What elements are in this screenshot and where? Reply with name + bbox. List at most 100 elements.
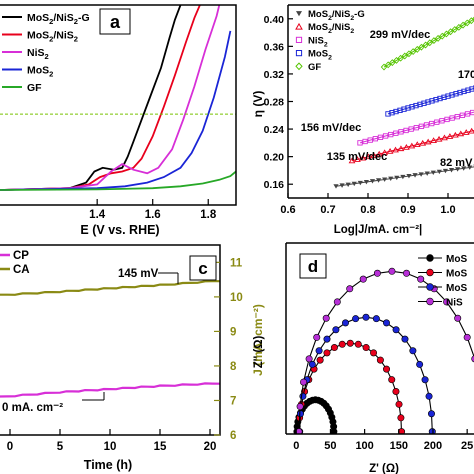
- c-ytick-label-3: 9: [230, 326, 236, 338]
- d-point-2-12: [382, 319, 390, 327]
- b-legend-marker-2: [295, 36, 303, 43]
- a-legend-label-2: NiS2: [27, 47, 49, 61]
- b-annotation-135: 135 mV/dec: [327, 151, 388, 163]
- panel-d: 0 50 100 150 200 25 Z' (Ω) Z'' (Ω) MoS MoS MoS N…: [253, 242, 474, 474]
- d-legend-marker-2: [426, 283, 434, 291]
- c-ytick-label-4: 10: [230, 292, 243, 304]
- d-point-3-1: [296, 403, 304, 411]
- d-point-1-9: [338, 340, 346, 348]
- d-point-3-2: [300, 378, 308, 386]
- d-point-3-4: [313, 333, 321, 341]
- d-point-2-13: [392, 326, 400, 334]
- d-xtick-label-5: 25: [461, 440, 473, 452]
- d-point-2-1: [296, 410, 304, 418]
- a-series-line-2: [0, 5, 221, 191]
- d-point-3-6: [333, 298, 341, 306]
- d-point-1-19: [397, 414, 405, 422]
- d-point-3-5: [322, 314, 330, 322]
- b-ytick-label-0: 0.16: [264, 179, 285, 191]
- a-xlabel: E (V vs. RHE): [80, 223, 159, 237]
- b-point-0-0: [333, 184, 339, 189]
- c-ytick-label-2: 8: [230, 361, 237, 373]
- d-point-2-4: [308, 360, 316, 368]
- d-point-2-10: [362, 313, 370, 321]
- d-point-3-12: [417, 275, 425, 283]
- d-point-2-5: [315, 347, 323, 355]
- d-point-1-13: [370, 349, 378, 357]
- c-xlabel: Time (h): [84, 458, 132, 472]
- d-xtick-label-0: 0: [293, 440, 299, 452]
- b-ytick-label-6: 0.40: [264, 14, 285, 26]
- b-point-2-3: [372, 136, 379, 142]
- a-plot-frame: [0, 4, 237, 206]
- d-point-3-14: [443, 298, 451, 306]
- a-legend-label-3: MoS2: [27, 65, 53, 79]
- d-point-3-16: [463, 333, 471, 341]
- b-point-2-22: [469, 109, 474, 116]
- d-point-3-9: [373, 269, 381, 277]
- d-point-3-17: [471, 355, 474, 363]
- a-panel-label: a: [110, 12, 121, 32]
- d-point-1-6: [316, 356, 324, 364]
- b-annotation-82: 82 mV: [440, 157, 473, 169]
- d-xtick-label-4: 200: [424, 440, 442, 452]
- c-legend-label-0: CP: [13, 250, 29, 262]
- d-legend-marker-1: [426, 268, 434, 277]
- b-point-2-12: [418, 123, 425, 129]
- b-xtick-label-3: 0.9: [400, 204, 415, 216]
- c-series-line-0: [0, 382, 220, 398]
- a-series-line-4: [0, 170, 236, 191]
- d-point-1-10: [346, 339, 354, 347]
- b-point-2-0: [357, 140, 363, 146]
- d-panel-label: d: [308, 257, 318, 276]
- d-point-2-19: [427, 410, 435, 418]
- b-point-2-8: [398, 129, 404, 135]
- d-legend-label-1: MoS: [446, 269, 467, 280]
- d-point-2-14: [401, 335, 409, 343]
- b-fit-line-0: [335, 166, 474, 187]
- b-ytick-label-4: 0.32: [264, 69, 285, 81]
- b-point-2-19: [454, 114, 460, 120]
- b-legend-label-2: NiS2: [308, 35, 328, 48]
- b-point-2-6: [388, 131, 394, 138]
- a-legend-label-1: MoS2/NiS2: [27, 30, 78, 44]
- d-point-2-7: [332, 326, 340, 334]
- d-point-2-20: [428, 428, 436, 434]
- c-ylabel-right: J (mA. cm⁻²): [251, 304, 265, 376]
- c-xtick-label-2: 10: [104, 441, 117, 453]
- a-xtick-label-2: 1.8: [200, 209, 217, 221]
- b-ytick-label-3: 0.28: [264, 97, 285, 109]
- d-point-1-11: [354, 340, 362, 348]
- a-legend-label-4: GF: [27, 82, 42, 94]
- d-xtick-label-3: 150: [390, 440, 408, 452]
- b-point-2-21: [464, 111, 471, 117]
- b-legend-marker-4: [295, 62, 303, 71]
- c-panel-label-box: [189, 255, 217, 281]
- d-xlabel: Z' (Ω): [369, 463, 399, 474]
- d-point-2-18: [425, 392, 433, 400]
- b-ytick-label-1: 0.20: [264, 152, 285, 164]
- b-ytick-label-5: 0.36: [264, 41, 285, 53]
- b-legend-marker-1: [295, 22, 303, 30]
- b-xtick-label-4: 1.0: [440, 204, 455, 216]
- b-point-2-20: [459, 112, 466, 118]
- d-point-1-12: [362, 344, 370, 352]
- d-legend-label-0: MoS: [446, 254, 467, 265]
- b-point-2-15: [434, 119, 440, 125]
- d-panel-label-box: [299, 253, 327, 279]
- c-ytick-label-0: 6: [230, 430, 236, 442]
- d-point-3-15: [454, 314, 462, 322]
- d-point-3-10: [388, 267, 396, 275]
- c-xtick-label-3: 15: [154, 441, 167, 453]
- c-xtick-label-0: 0: [7, 441, 13, 453]
- b-annotation-170: 170: [458, 69, 474, 81]
- a-panel-label-box: [99, 8, 131, 35]
- panel-a: 1.4 1.6 1.8 E (V vs. RHE) MoS2/NiS2-G MoS2/…: [0, 4, 237, 237]
- b-fit-line-3: [387, 87, 474, 115]
- c-annotation-current: 0 mA. cm⁻²: [2, 402, 63, 414]
- c-ytick-label-5: 11: [230, 257, 243, 269]
- d-point-1-8: [330, 344, 338, 352]
- b-fit-line-1: [351, 129, 474, 162]
- a-series-line-0: [0, 5, 182, 191]
